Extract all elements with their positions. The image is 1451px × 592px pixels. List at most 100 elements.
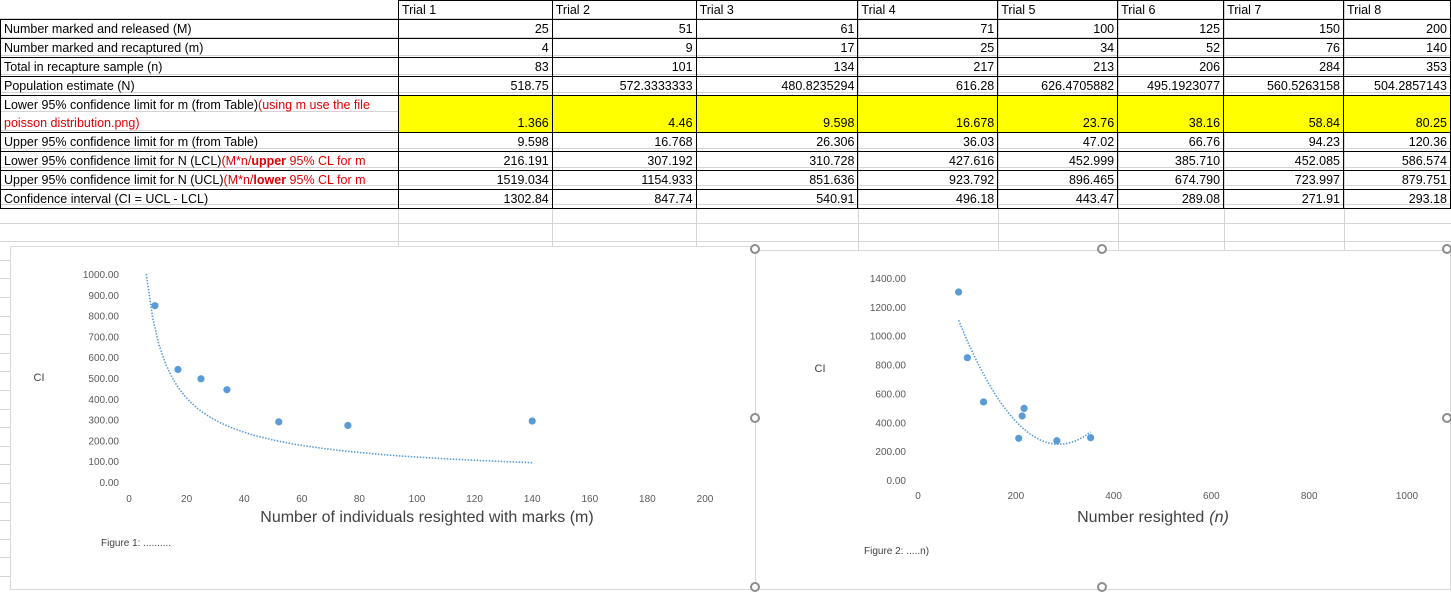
resize-handle-mid-left[interactable] [750, 413, 760, 423]
table-cell[interactable]: 16.768 [551, 132, 697, 152]
table-cell[interactable]: 134 [695, 57, 859, 77]
row-label[interactable]: Total in recapture sample (n) [0, 57, 399, 77]
table-cell[interactable]: 289.08 [1117, 189, 1225, 209]
table-cell[interactable]: 293.18 [1342, 189, 1451, 209]
table-cell[interactable]: 560.5263158 [1223, 76, 1344, 96]
table-cell[interactable]: 26.306 [695, 132, 859, 152]
table-cell[interactable]: 923.792 [857, 170, 999, 190]
table-cell[interactable]: 271.91 [1223, 189, 1344, 209]
table-cell[interactable]: 25 [857, 38, 999, 58]
column-header[interactable]: Trial 3 [695, 0, 859, 20]
table-cell[interactable]: 586.574 [1342, 151, 1451, 171]
table-cell[interactable]: 443.47 [997, 189, 1119, 209]
table-cell[interactable]: 284 [1223, 57, 1344, 77]
table-cell[interactable]: 495.1923077 [1117, 76, 1225, 96]
chart-figure-2[interactable]: 0.00 200.00 400.00 600.00 800.00 1000.00 1200.… [755, 250, 1451, 590]
row-label[interactable]: Number marked and recaptured (m) [0, 38, 399, 58]
table-cell[interactable]: 76 [1223, 38, 1344, 58]
table-cell[interactable]: 34 [997, 38, 1119, 58]
resize-handle-right[interactable] [1442, 244, 1451, 254]
resize-handle-left[interactable] [750, 244, 760, 254]
corner-cell[interactable] [0, 0, 399, 20]
resize-handle-bottom[interactable] [1097, 582, 1107, 592]
resize-handle-bottom-left[interactable] [750, 582, 760, 592]
table-cell[interactable]: 540.91 [695, 189, 859, 209]
table-cell[interactable]: 61 [695, 19, 859, 39]
table-cell[interactable]: 80.25 [1342, 95, 1451, 133]
table-cell[interactable]: 385.710 [1117, 151, 1225, 171]
chart-figure-1[interactable]: 0.00 100.00 200.00 300.00 400.00 500.00 600.00… [10, 246, 758, 590]
table-cell[interactable]: 100 [997, 19, 1119, 39]
table-cell[interactable]: 1519.034 [397, 170, 553, 190]
table-cell[interactable]: 896.465 [997, 170, 1119, 190]
column-header[interactable]: Trial 1 [397, 0, 553, 20]
table-cell[interactable]: 213 [997, 57, 1119, 77]
column-header[interactable]: Trial 6 [1117, 0, 1225, 20]
column-header[interactable]: Trial 2 [551, 0, 697, 20]
column-header[interactable]: Trial 8 [1342, 0, 1451, 20]
table-cell[interactable]: 101 [551, 57, 697, 77]
table-cell[interactable]: 1.366 [397, 95, 553, 133]
table-cell[interactable]: 25 [397, 19, 553, 39]
table-cell[interactable]: 879.751 [1342, 170, 1451, 190]
table-cell[interactable]: 17 [695, 38, 859, 58]
table-cell[interactable]: 9 [551, 38, 697, 58]
table-cell[interactable]: 38.16 [1117, 95, 1225, 133]
table-cell[interactable]: 83 [397, 57, 553, 77]
table-cell[interactable]: 851.636 [695, 170, 859, 190]
table-cell[interactable]: 52 [1117, 38, 1225, 58]
table-cell[interactable]: 71 [857, 19, 999, 39]
table-cell[interactable]: 847.74 [551, 189, 697, 209]
row-label[interactable]: Lower 95% confidence limit for m (from T… [0, 95, 399, 133]
table-cell[interactable]: 504.2857143 [1342, 76, 1451, 96]
table-cell[interactable]: 427.616 [857, 151, 999, 171]
table-cell[interactable]: 9.598 [695, 95, 859, 133]
table-cell[interactable]: 1302.84 [397, 189, 553, 209]
table-cell[interactable]: 723.997 [1223, 170, 1344, 190]
table-cell[interactable]: 572.3333333 [551, 76, 697, 96]
table-cell[interactable]: 616.28 [857, 76, 999, 96]
table-cell[interactable]: 150 [1223, 19, 1344, 39]
column-header[interactable]: Trial 5 [997, 0, 1119, 20]
table-cell[interactable]: 206 [1117, 57, 1225, 77]
table-cell[interactable]: 626.4705882 [997, 76, 1119, 96]
table-cell[interactable]: 9.598 [397, 132, 553, 152]
table-cell[interactable]: 16.678 [857, 95, 999, 133]
table-cell[interactable]: 480.8235294 [695, 76, 859, 96]
table-cell[interactable]: 51 [551, 19, 697, 39]
table-cell[interactable]: 452.085 [1223, 151, 1344, 171]
column-header[interactable]: Trial 4 [857, 0, 999, 20]
table-cell[interactable]: 47.02 [997, 132, 1119, 152]
row-label[interactable]: Confidence interval (CI = UCL - LCL) [0, 189, 399, 209]
table-cell[interactable]: 307.192 [551, 151, 697, 171]
table-cell[interactable]: 4.46 [551, 95, 697, 133]
table-cell[interactable]: 200 [1342, 19, 1451, 39]
row-label[interactable]: Population estimate (N) [0, 76, 399, 96]
table-cell[interactable]: 36.03 [857, 132, 999, 152]
table-cell[interactable]: 496.18 [857, 189, 999, 209]
row-label[interactable]: Number marked and released (M) [0, 19, 399, 39]
table-cell[interactable]: 4 [397, 38, 553, 58]
row-label[interactable]: Upper 95% confidence limit for N (UCL)(M… [0, 170, 399, 190]
resize-handle-mid-right[interactable] [1442, 413, 1451, 423]
table-cell[interactable]: 674.790 [1117, 170, 1225, 190]
table-cell[interactable]: 452.999 [997, 151, 1119, 171]
table-cell[interactable]: 23.76 [997, 95, 1119, 133]
table-cell[interactable]: 518.75 [397, 76, 553, 96]
table-cell[interactable]: 140 [1342, 38, 1451, 58]
x-tick-label: 800 [1301, 491, 1318, 502]
column-header[interactable]: Trial 7 [1223, 0, 1344, 20]
table-cell[interactable]: 216.191 [397, 151, 553, 171]
row-label[interactable]: Lower 95% confidence limit for N (LCL)(M… [0, 151, 399, 171]
table-cell[interactable]: 310.728 [695, 151, 859, 171]
table-cell[interactable]: 94.23 [1223, 132, 1344, 152]
table-cell[interactable]: 58.84 [1223, 95, 1344, 133]
resize-handle-top[interactable] [1097, 244, 1107, 254]
table-cell[interactable]: 217 [857, 57, 999, 77]
table-cell[interactable]: 66.76 [1117, 132, 1225, 152]
row-label[interactable]: Upper 95% confidence limit for m (from T… [0, 132, 399, 152]
table-cell[interactable]: 1154.933 [551, 170, 697, 190]
table-cell[interactable]: 120.36 [1342, 132, 1451, 152]
table-cell[interactable]: 125 [1117, 19, 1225, 39]
table-cell[interactable]: 353 [1342, 57, 1451, 77]
